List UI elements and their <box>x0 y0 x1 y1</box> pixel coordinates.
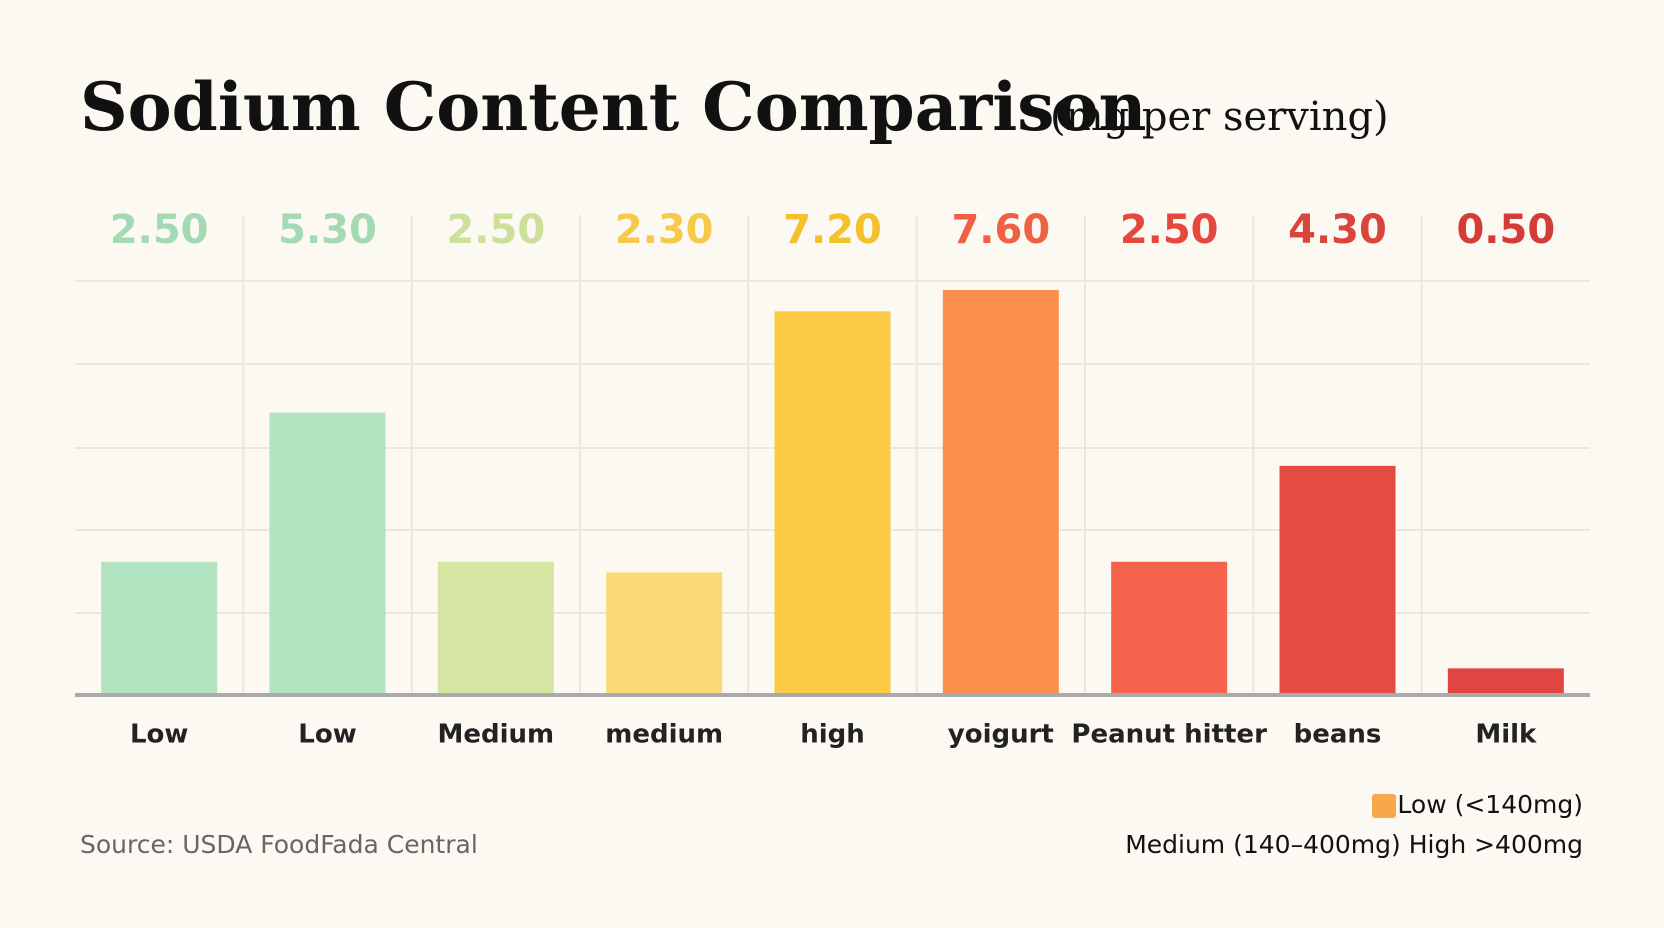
bar <box>606 572 723 695</box>
chart-title: Sodium Content Comparison <box>80 68 1146 146</box>
value-label: 2.50 <box>1120 207 1219 253</box>
x-tick-label: Low <box>298 720 356 750</box>
bar <box>1447 668 1564 695</box>
bar <box>942 290 1059 695</box>
bar <box>101 561 218 695</box>
value-label: 2.50 <box>446 207 545 253</box>
x-tick-label: Milk <box>1475 720 1537 750</box>
bar <box>774 311 891 695</box>
x-tick-label: beans <box>1294 720 1382 750</box>
x-tick-label: yoigurt <box>948 720 1054 750</box>
value-label: 7.20 <box>783 207 882 253</box>
x-tick-label: high <box>800 720 865 750</box>
value-label: 5.30 <box>278 207 377 253</box>
value-label: 0.50 <box>1456 207 1555 253</box>
bar <box>269 412 386 695</box>
x-tick-label: Medium <box>438 720 555 750</box>
x-tick-label: Low <box>130 720 188 750</box>
legend-label: Low (<140mg) <box>1397 790 1583 819</box>
legend-swatch <box>1372 794 1396 818</box>
value-label: 2.50 <box>110 207 209 253</box>
bar <box>1111 561 1228 695</box>
bar <box>437 561 554 695</box>
chart-subtitle: (mg per serving) <box>1050 94 1389 140</box>
x-tick-label: medium <box>605 720 723 750</box>
source: Source: USDA FoodFada Central <box>80 830 478 859</box>
value-label: 2.30 <box>615 207 714 253</box>
bar <box>1279 465 1396 695</box>
value-label: 4.30 <box>1288 207 1387 253</box>
legend-note: Medium (140–400mg) High >400mg <box>1125 830 1583 859</box>
x-tick-label: Peanut hitter <box>1071 720 1267 750</box>
value-label: 7.60 <box>951 207 1050 253</box>
